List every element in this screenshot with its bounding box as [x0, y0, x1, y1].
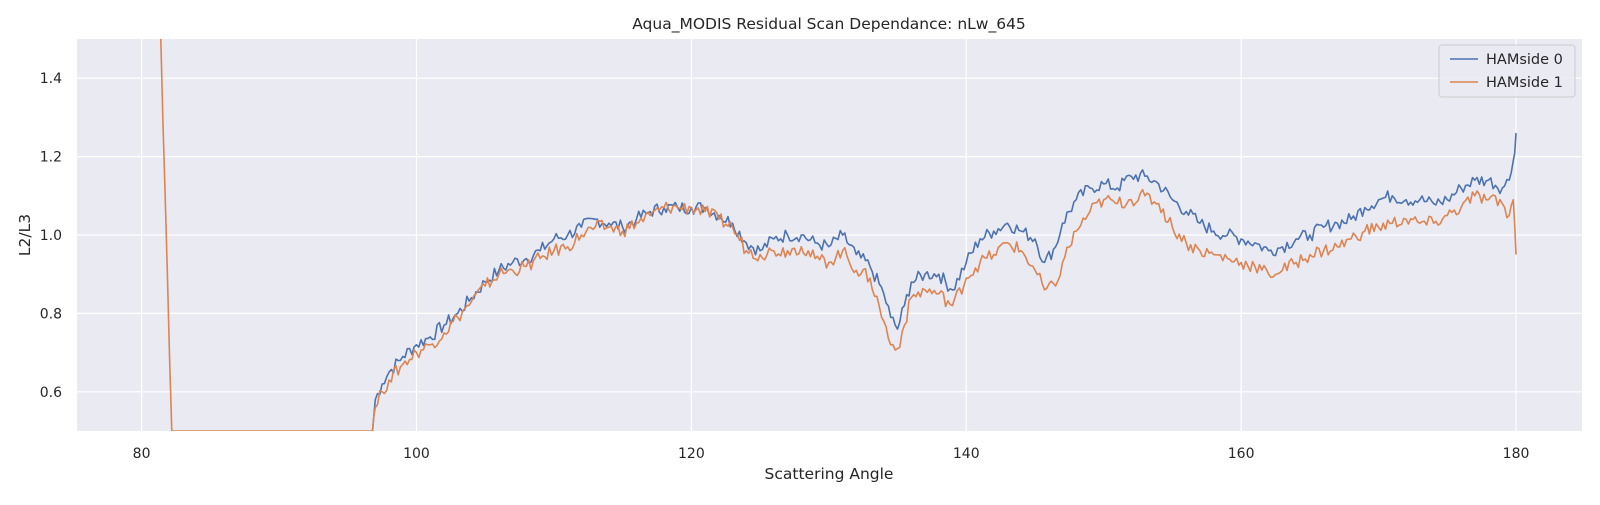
x-axis-label: Scattering Angle: [765, 465, 894, 483]
grid-lines: [77, 39, 1582, 431]
series-line-0: [371, 133, 1517, 431]
x-tick-label: 120: [678, 446, 705, 462]
legend-box: [1438, 44, 1576, 98]
x-tick-label: 160: [1228, 446, 1255, 462]
x-tick-label: 100: [403, 446, 430, 462]
y-axis-label: L2/L3: [16, 214, 34, 256]
y-tick-label: 1.2: [40, 150, 62, 166]
series-lines: [160, 39, 1517, 431]
legend: HAMside 0 HAMside 1: [1438, 44, 1576, 98]
legend-label-series-1: HAMside 1: [1486, 75, 1563, 91]
tick-labels: 80 100 120 140 160 180 0.6 0.8 1.0 1.2 1.4: [40, 71, 1530, 462]
x-tick-label: 140: [953, 446, 980, 462]
chart-title: Aqua_MODIS Residual Scan Dependance: nLw…: [632, 15, 1026, 34]
y-tick-label: 1.4: [40, 71, 62, 87]
x-tick-label: 180: [1503, 446, 1530, 462]
y-tick-label: 0.6: [40, 385, 62, 401]
legend-label-series-0: HAMside 0: [1486, 52, 1563, 68]
series-line-1: [160, 39, 1517, 431]
y-tick-label: 1.0: [40, 228, 62, 244]
x-tick-label: 80: [133, 446, 151, 462]
y-tick-label: 0.8: [40, 306, 62, 322]
